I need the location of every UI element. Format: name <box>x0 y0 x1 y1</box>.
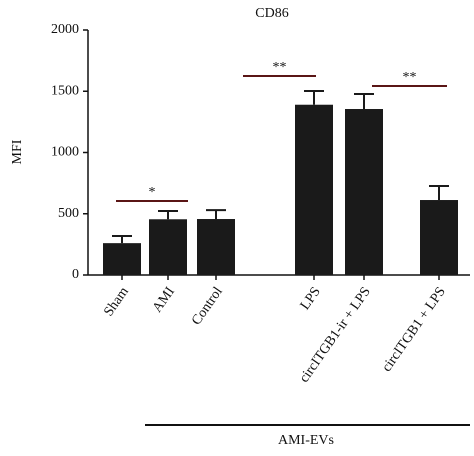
x-tick-label: AMI <box>150 284 178 315</box>
bar <box>149 219 187 275</box>
y-tick-label: 0 <box>72 267 79 282</box>
group-label: AMI-EVs <box>278 433 334 448</box>
y-axis-label: MFI <box>10 139 25 164</box>
bar <box>295 104 333 275</box>
y-tick-label: 1500 <box>51 83 79 98</box>
x-tick-label: LPS <box>298 285 324 313</box>
x-tick-label: circITGB1 + LPS <box>379 285 448 375</box>
significance-label: * <box>149 185 156 200</box>
y-tick-label: 1000 <box>51 145 79 160</box>
bar <box>345 109 383 275</box>
significance-label: ** <box>273 60 287 75</box>
chart-title: CD86 <box>255 6 288 21</box>
bar <box>197 219 235 275</box>
y-tick-label: 2000 <box>51 22 79 37</box>
bar <box>103 243 141 275</box>
bar <box>420 200 458 275</box>
x-tick-label: Sham <box>101 284 132 319</box>
x-tick-label: Control <box>189 284 226 328</box>
significance-label: ** <box>403 70 417 85</box>
y-tick-label: 500 <box>58 206 79 221</box>
